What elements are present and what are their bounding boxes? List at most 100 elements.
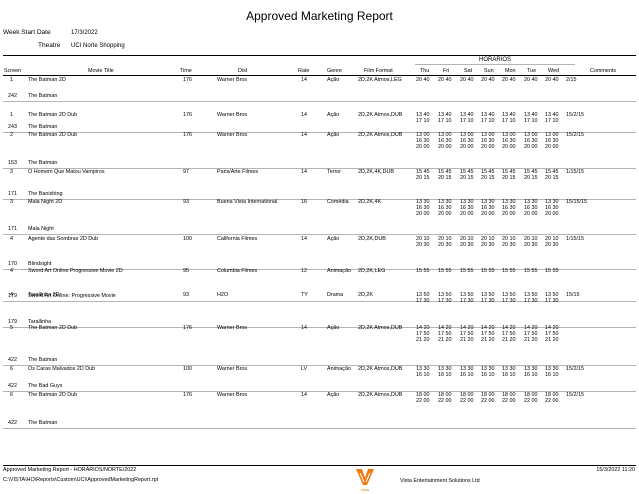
vista-logo-icon: vista [356, 469, 374, 492]
row-genre: Ação [327, 112, 340, 118]
row-comments: 15/15/15 [566, 199, 587, 205]
row-showtimes: 13 00 16 30 20 00 [524, 132, 538, 150]
row-movie-title: Mala Night 2D [28, 199, 63, 205]
row-comments: 15/2/15 [566, 366, 584, 372]
row-movie-title: The Batman 2D Dub [28, 132, 78, 138]
row-film-format: 2D,2K Atmos,LEG [358, 77, 402, 83]
row-sub-title: Tarallinha [28, 319, 52, 325]
row-showtimes: 13 30 16 10 [481, 366, 495, 378]
row-rate: 14 [301, 392, 307, 398]
col-day-sat: Sat [464, 68, 473, 74]
row-sub-id: 242 [8, 93, 17, 99]
row-showtimes: 13 30 16 10 [416, 366, 430, 378]
row-dist: Warner Bros [217, 132, 248, 138]
row-sub-id: 171 [8, 226, 17, 232]
row-showtimes: 20 40 [416, 77, 430, 83]
row-showtimes: 15 45 20 15 [416, 169, 430, 181]
row-rate: 16 [301, 199, 307, 205]
row-showtimes: 20 10 20 30 [460, 236, 474, 248]
row-showtimes: 13 30 16 30 20 00 [481, 199, 495, 217]
row-showtimes: 13 00 16 30 20 00 [416, 132, 430, 150]
row-separator [3, 199, 636, 200]
row-comments: 1/15/15 [566, 236, 584, 242]
row-time: 100 [183, 366, 192, 372]
row-genre: Ação [327, 77, 340, 83]
row-rate: 14 [301, 325, 307, 331]
row-film-format: 2D,2K,LEG [358, 268, 386, 274]
row-screen: 3 [10, 169, 13, 175]
row-showtimes: 14 20 17 50 21 20 [438, 325, 452, 343]
row-separator [3, 301, 636, 302]
row-rate: 14 [301, 132, 307, 138]
row-showtimes: 20 10 20 30 [481, 236, 495, 248]
row-sub-id: 153 [8, 160, 17, 166]
horarios-rule [415, 64, 575, 65]
row-dist: Columbia Filmes [217, 268, 258, 274]
row-showtimes: 13 00 16 30 20 00 [460, 132, 474, 150]
row-sub-id: 171 [8, 191, 17, 197]
row-showtimes: 14 20 17 50 21 20 [545, 325, 559, 343]
row-showtimes: 20 40 [502, 77, 516, 83]
row-showtimes: 15 55 [438, 268, 452, 274]
row-showtimes: 20 40 [524, 77, 538, 83]
row-showtimes: 15 55 [481, 268, 495, 274]
row-showtimes: 15 55 [460, 268, 474, 274]
row-screen: 4 [10, 236, 13, 242]
row-film-format: 2D,2K Atmos,DUB [358, 392, 403, 398]
row-showtimes: 13 00 16 30 20 00 [438, 132, 452, 150]
row-sub-title: The Batman [28, 124, 58, 130]
row-showtimes: 13 30 16 10 [460, 366, 474, 378]
row-showtimes: 20 10 20 30 [438, 236, 452, 248]
footer-printed-date: 15/3/2022 11:20 [596, 467, 635, 473]
row-showtimes: 14 20 17 50 21 20 [502, 325, 516, 343]
row-showtimes: 13 30 16 10 [502, 366, 516, 378]
row-showtimes: 20 40 [438, 77, 452, 83]
row-showtimes: 15 45 20 15 [545, 169, 559, 181]
row-film-format: 2D,2K,DUB [358, 236, 386, 242]
row-showtimes: 15 45 20 15 [460, 169, 474, 181]
row-dist: Buena Vista International [217, 199, 278, 205]
row-dist: Warner Bros [217, 392, 248, 398]
row-movie-title: The Batman 2D Dub [28, 112, 78, 118]
row-showtimes: 13 30 16 30 20 00 [438, 199, 452, 217]
row-comments: 1/15/15 [566, 169, 584, 175]
row-screen: 6 [10, 366, 13, 372]
col-comments: Comments [590, 68, 617, 74]
footer-report-line: Approved Marketing Report - HORÁRIOS/NOR… [3, 467, 137, 473]
row-film-format: 2D,2K Atmos,DUB [358, 325, 403, 331]
row-showtimes: 14 20 17 50 21 20 [460, 325, 474, 343]
row-genre: Animação [327, 268, 351, 274]
row-showtimes: 13 50 17 30 [481, 292, 495, 304]
row-showtimes: 14 20 17 50 21 20 [416, 325, 430, 343]
row-separator [3, 234, 636, 235]
row-sub-id: 179 [8, 293, 17, 299]
row-movie-title: The Batman 2D Dub [28, 392, 78, 398]
row-separator [3, 269, 636, 270]
row-showtimes: 18 00 22 00 [481, 392, 495, 404]
row-showtimes: 13 50 17 30 [502, 292, 516, 304]
row-showtimes: 14 20 17 50 21 20 [481, 325, 495, 343]
row-screen: 4 [10, 292, 13, 298]
theatre-label: Theatre [38, 42, 61, 49]
row-showtimes: 13 30 16 10 [438, 366, 452, 378]
col-day-tue: Tue [527, 68, 537, 74]
row-dist: Warner Bros [217, 77, 248, 83]
row-screen: 3 [10, 199, 13, 205]
row-sub-id: 179 [8, 319, 17, 325]
col-day-wed: Wed [548, 68, 559, 74]
row-sub-title: The Bad Guys [28, 383, 63, 389]
row-dist: California Filmes [217, 236, 258, 242]
row-comments: 2/15 [566, 77, 577, 83]
theatre-value: UCI Norte Shopping [71, 43, 125, 49]
col-day-mon: Mon [505, 68, 516, 74]
row-rate: TY [301, 292, 308, 298]
row-showtimes: 18 00 22 00 [502, 392, 516, 404]
row-time: 176 [183, 77, 192, 83]
row-showtimes: 13 50 17 30 [545, 292, 559, 304]
row-time: 95 [183, 268, 189, 274]
row-rate: 14 [301, 77, 307, 83]
col-time: Time [180, 68, 192, 74]
footer-path: C:\VISTA\HO\Reports\Custom\UCI\ApprovedM… [3, 477, 159, 483]
row-film-format: 2D,2K,4K [358, 199, 382, 205]
row-screen: 1 [10, 77, 13, 83]
